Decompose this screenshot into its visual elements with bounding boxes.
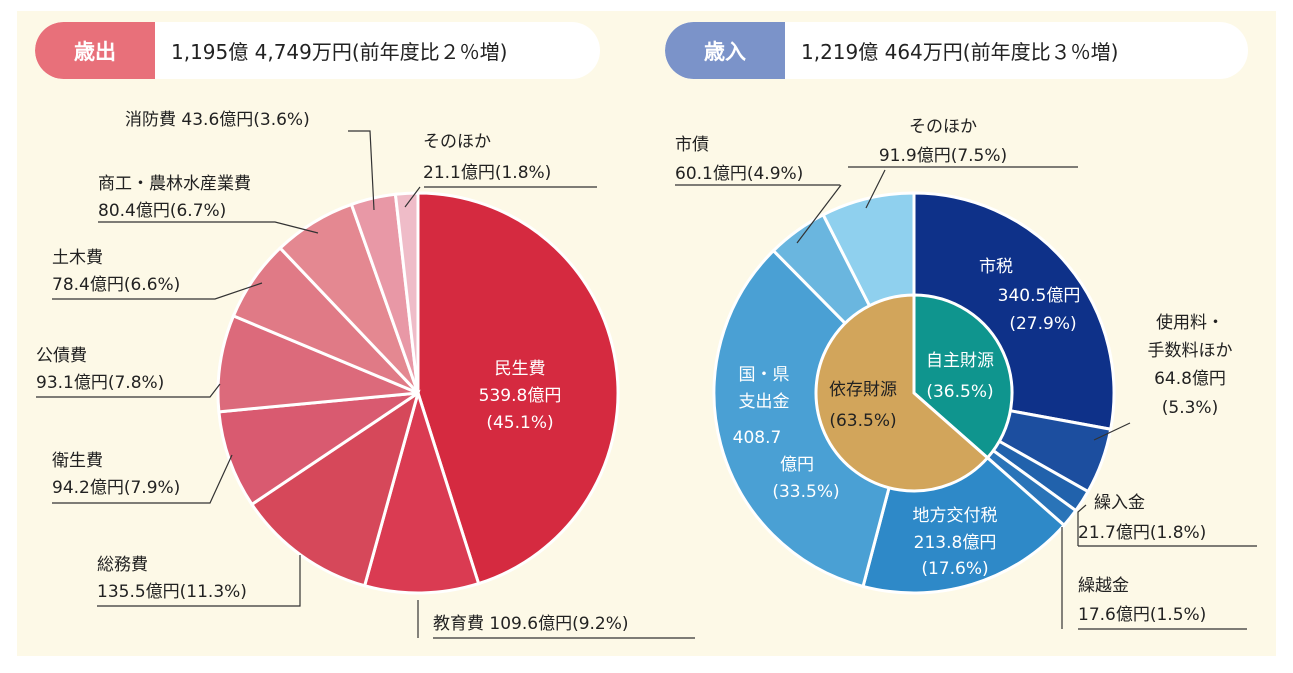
svg-text:使用料・: 使用料・ [1156,312,1224,333]
svg-text:総務費: 総務費 [97,555,148,575]
svg-text:衛生費: 衛生費 [52,451,103,471]
label-minsei: 民生費 539.8億円 (45.1%) [479,359,562,433]
revenue-tag: 歳入 [665,22,785,79]
svg-text:地方交付税: 地方交付税 [913,506,998,526]
label-kosai: 公債費 93.1億円(7.8%) [36,346,164,393]
leader-line-11 [796,184,842,244]
label-shisai: 市債 60.1億円(4.9%) [675,135,803,184]
expenditure-slice-2 [249,389,421,588]
svg-text:78.4億円(6.6%): 78.4億円(6.6%) [52,275,180,295]
svg-text:91.9億円(7.5%): 91.9億円(7.5%) [879,146,1007,166]
svg-text:(45.1%): (45.1%) [486,413,553,433]
leader-line-16 [1077,504,1087,546]
svg-text:21.1億円(1.8%): 21.1億円(1.8%) [423,163,551,183]
svg-text:そのほか: そのほか [423,132,491,152]
svg-text:市債: 市債 [675,135,709,155]
svg-text:市税: 市税 [979,257,1013,277]
leader-line-3 [98,221,319,234]
svg-text:94.2億円(7.9%): 94.2億円(7.9%) [52,478,180,498]
label-shiyo: 使用料・ 手数料ほか 64.8億円 (5.3%) [1148,312,1233,418]
svg-text:408.7: 408.7 [733,428,782,448]
label-kyoiku: 教育費 109.6億円(9.2%) [433,614,629,634]
leader-line-4 [52,282,263,300]
svg-text:(33.5%): (33.5%) [772,482,839,502]
svg-text:340.5億円: 340.5億円 [998,286,1081,306]
funding-source-slice-0 [912,293,1014,460]
svg-text:(36.5%): (36.5%) [926,382,993,402]
label-exp-sonota: そのほか 21.1億円(1.8%) [423,132,551,183]
svg-text:(27.9%): (27.9%) [1009,314,1076,334]
label-doboku: 土木費 78.4億円(6.6%) [52,248,180,295]
svg-text:93.1億円(7.8%): 93.1億円(7.8%) [36,373,164,393]
label-rev-sonota: そのほか 91.9億円(7.5%) [879,117,1007,166]
leader-line-7 [97,555,301,607]
svg-text:213.8億円: 213.8億円 [914,533,997,553]
leader-line-14 [1093,422,1131,441]
funding-source-slice-1 [814,293,990,493]
expenditure-slice-1 [362,387,481,595]
leader-line-5 [36,383,221,398]
svg-text:80.4億円(6.7%): 80.4億円(6.7%) [98,201,226,221]
svg-text:繰入金: 繰入金 [1094,493,1145,513]
leader-line-2 [404,186,421,208]
revenue-pie [712,191,1116,595]
expenditure-tag: 歳出 [35,22,155,79]
svg-text:(5.3%): (5.3%) [1162,398,1218,418]
svg-text:(63.5%): (63.5%) [829,411,896,431]
svg-text:公債費: 公債費 [36,346,87,366]
svg-text:21.7億円(1.8%): 21.7億円(1.8%) [1078,523,1206,543]
expenditure-slice-8 [393,191,420,394]
svg-text:土木費: 土木費 [52,248,103,268]
svg-text:手数料ほか: 手数料ほか [1148,341,1233,361]
svg-text:商工・農林水産業費: 商工・農林水産業費 [98,174,251,194]
leader-line-13 [865,169,886,209]
svg-text:64.8億円: 64.8億円 [1154,369,1226,389]
revenue-header: 歳入 1,219億 464万円(前年度比３％増) [665,22,1248,79]
svg-text:民生費: 民生費 [495,359,546,379]
leader-lines [36,130,1257,639]
svg-text:国・県: 国・県 [739,365,790,385]
svg-text:億円: 億円 [780,455,814,475]
svg-text:そのほか: そのほか [909,117,977,137]
label-jishu: 自主財源 (36.5%) [926,351,994,402]
revenue-total: 1,219億 464万円(前年度比３％増) [801,40,1119,64]
leader-line-0 [348,130,375,211]
svg-text:539.8億円: 539.8億円 [479,386,562,406]
label-somu: 総務費 135.5億円(11.3%) [97,555,247,602]
svg-text:60.1億円(4.9%): 60.1億円(4.9%) [675,164,803,184]
label-eisei: 衛生費 94.2億円(7.9%) [52,451,180,498]
label-shoko: 商工・農林水産業費 80.4億円(6.7%) [98,174,251,221]
label-kokuken: 国・県 支出金 408.7 億円 (33.5%) [733,365,840,502]
expenditure-slice-0 [416,191,620,586]
expenditure-pie [216,191,620,595]
svg-text:自主財源: 自主財源 [926,351,994,371]
label-chiho: 地方交付税 213.8億円 (17.6%) [913,506,998,579]
svg-text:依存財源: 依存財源 [829,380,897,400]
expenditure-slice-4 [216,313,419,414]
svg-text:17.6億円(1.5%): 17.6億円(1.5%) [1078,605,1206,625]
svg-text:(17.6%): (17.6%) [921,559,988,579]
label-shizei: 市税 340.5億円 (27.9%) [979,257,1080,334]
revenue-slice-5 [712,248,916,589]
label-shobo: 消防費 43.6億円(3.6%) [125,110,310,130]
label-kuriire: 繰入金 21.7億円(1.8%) [1078,493,1206,543]
leader-line-6 [52,454,233,504]
label-kurikoshi: 繰越金 17.6億円(1.5%) [1078,576,1206,625]
svg-text:135.5億円(11.3%): 135.5億円(11.3%) [97,582,247,602]
expenditure-total: 1,195億 4,749万円(前年度比２％増) [171,40,508,64]
expenditure-header: 歳出 1,195億 4,749万円(前年度比２％増) [35,22,600,79]
svg-text:支出金: 支出金 [739,392,790,412]
svg-text:繰越金: 繰越金 [1078,576,1129,596]
label-izon: 依存財源 (63.5%) [829,380,897,431]
